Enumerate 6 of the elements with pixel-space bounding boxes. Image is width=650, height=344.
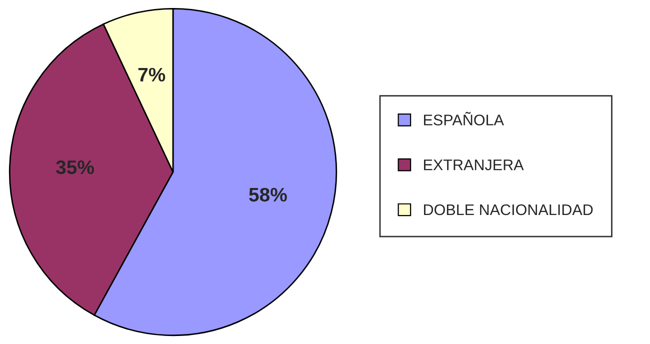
legend-label: DOBLE NACIONALIDAD <box>424 204 593 216</box>
data-label: 7% <box>138 68 166 82</box>
data-label: 58% <box>249 188 287 202</box>
legend-label: ESPAÑOLA <box>424 112 504 126</box>
legend-label: EXTRANJERA <box>424 160 524 170</box>
data-label: 35% <box>56 160 94 174</box>
